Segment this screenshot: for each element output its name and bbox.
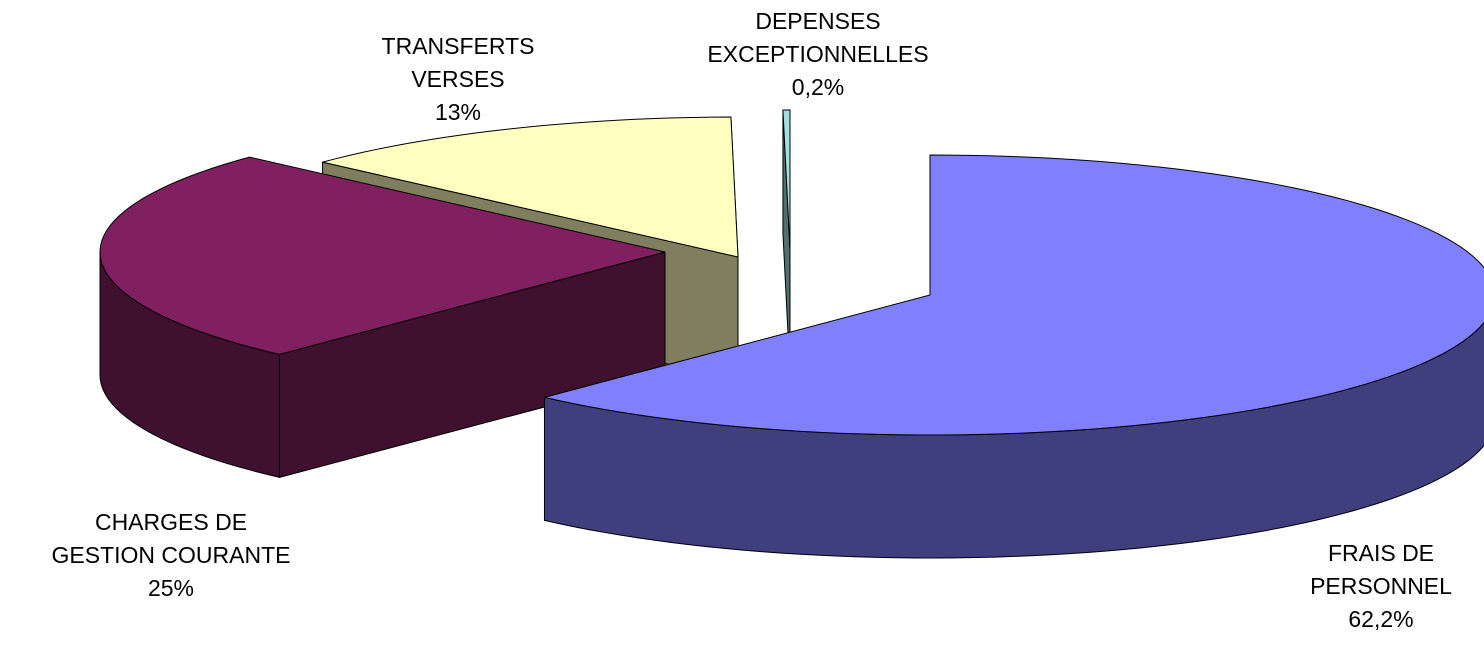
pie-slice bbox=[322, 116, 739, 258]
slice-value-label: 0,2% bbox=[791, 74, 845, 100]
pie-slice bbox=[99, 156, 666, 355]
slice-value-label: 13% bbox=[434, 99, 482, 125]
slice-name-line-2: EXCEPTIONNELLES bbox=[707, 41, 929, 67]
slice-label-depenses-exceptionnelles: DEPENSES EXCEPTIONNELLES 0,2% bbox=[628, 5, 1008, 104]
slice-name-line-1: CHARGES DE bbox=[94, 509, 248, 535]
slice-value-label: 25% bbox=[147, 575, 195, 601]
slice-name-line-2: GESTION COURANTE bbox=[51, 542, 291, 568]
slice-name-line-2: VERSES bbox=[411, 66, 505, 92]
slice-name-line-2: PERSONNEL bbox=[1310, 573, 1452, 599]
pie-slice bbox=[543, 154, 1484, 436]
slice-value-label: 62,2% bbox=[1348, 606, 1414, 632]
slice-name-line-1: FRAIS DE bbox=[1327, 540, 1435, 566]
slice-label-charges-de-gestion-courante: CHARGES DE GESTION COURANTE 25% bbox=[0, 506, 361, 605]
slice-name-line-1: DEPENSES bbox=[755, 8, 881, 34]
pie-slice bbox=[782, 109, 791, 251]
pie-top-faces bbox=[99, 109, 1484, 436]
slice-label-transferts-verses: TRANSFERTS VERSES 13% bbox=[268, 30, 648, 129]
slice-label-frais-de-personnel: FRAIS DE PERSONNEL 62,2% bbox=[1191, 537, 1484, 636]
slice-name-line-1: TRANSFERTS bbox=[381, 33, 535, 59]
